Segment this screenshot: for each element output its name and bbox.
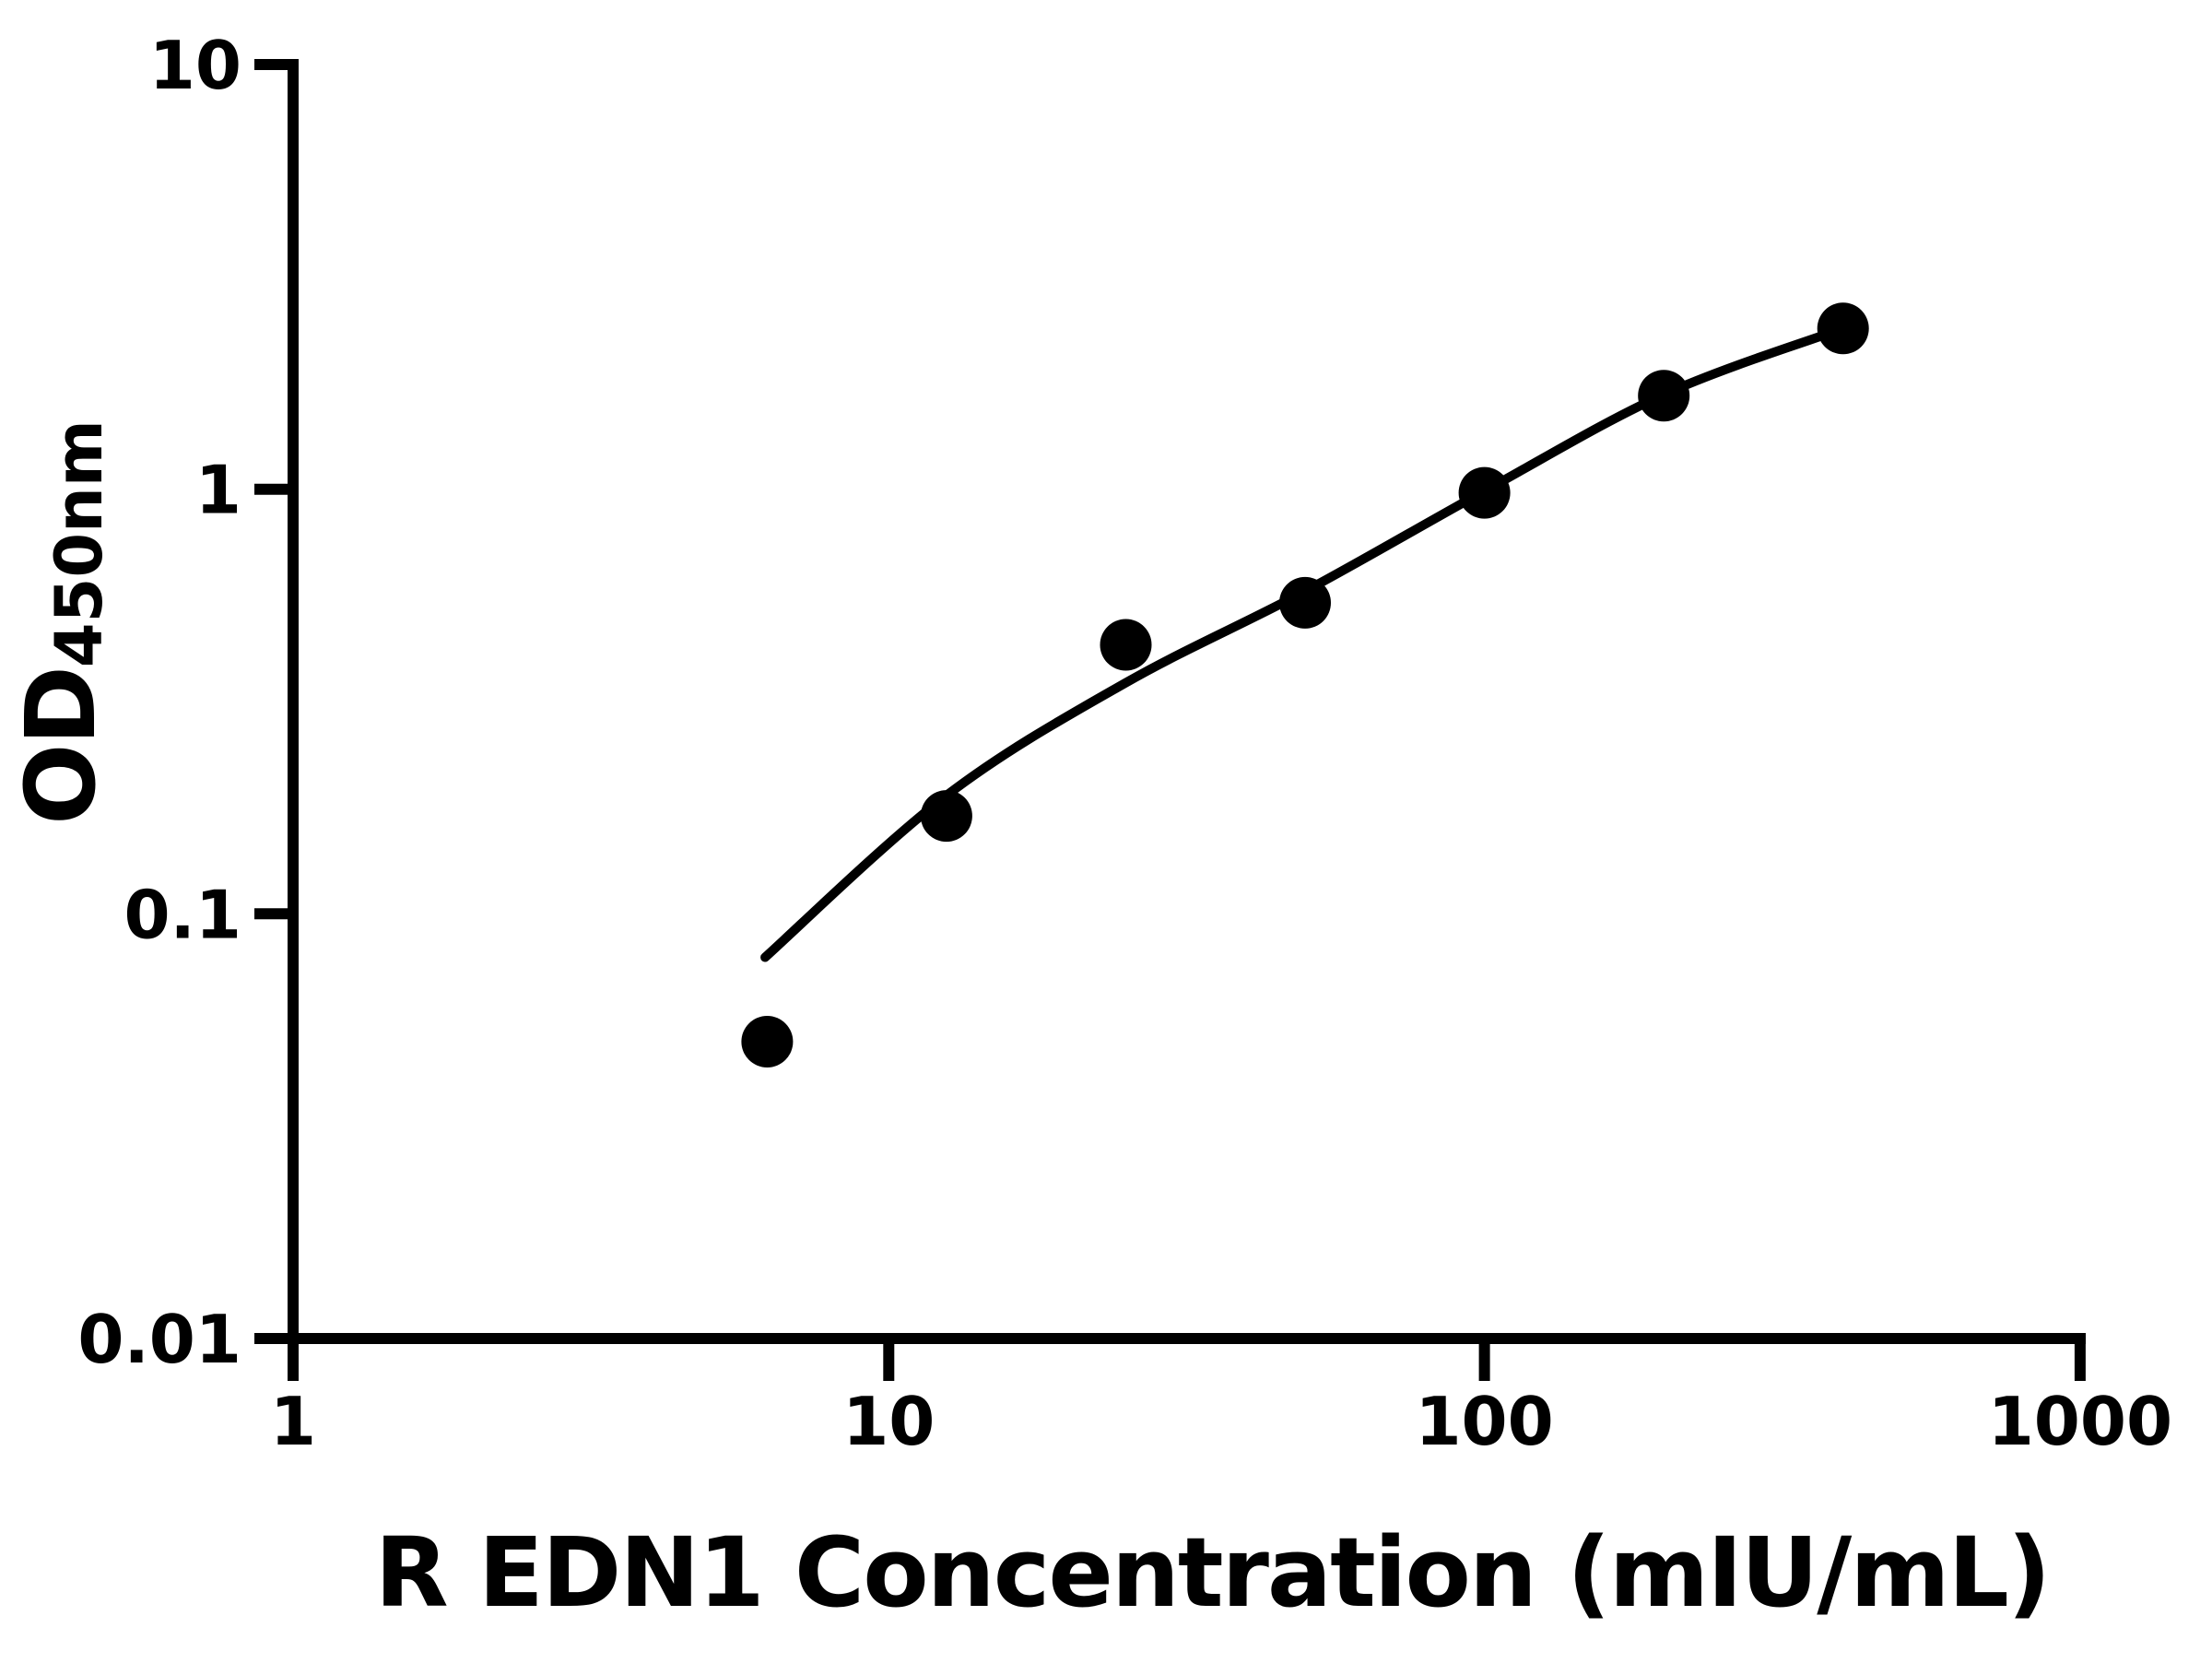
x-axis-tick-labels: 1 10 100 1000: [270, 1383, 2172, 1460]
data-point: [1279, 576, 1331, 629]
y-tick-label-0.1: 0.1: [124, 876, 241, 953]
data-point: [1458, 466, 1511, 519]
x-tick-label-1000: 1000: [1988, 1383, 2172, 1460]
x-tick-label-10: 10: [842, 1383, 935, 1460]
data-point: [741, 1016, 794, 1067]
y-tick-label-1: 1: [195, 452, 241, 529]
data-point: [1638, 370, 1690, 422]
data-point: [920, 790, 972, 843]
y-axis-title-main: OD: [5, 667, 117, 825]
svg-text:OD450nm: OD450nm: [5, 419, 117, 825]
y-axis-title-subscript: 450nm: [41, 419, 117, 667]
y-tick-label-10: 10: [149, 27, 241, 104]
data-points: [741, 302, 1869, 1067]
axes: [288, 59, 2086, 1344]
data-point: [1100, 619, 1152, 671]
y-axis-title: OD450nm: [5, 419, 117, 825]
y-axis-tick-labels: 10 1 0.1 0.01: [77, 27, 241, 1378]
x-tick-label-100: 100: [1415, 1383, 1553, 1460]
y-axis-ticks: [254, 59, 293, 1344]
fit-curve-line: [760, 324, 1848, 962]
y-tick-label-0.01: 0.01: [77, 1301, 241, 1378]
data-point: [1817, 302, 1869, 355]
x-axis-ticks: [288, 1339, 2086, 1381]
x-tick-label-1: 1: [270, 1383, 316, 1460]
x-axis-title: R EDN1 Concentration (mIU/mL): [375, 1516, 2050, 1629]
